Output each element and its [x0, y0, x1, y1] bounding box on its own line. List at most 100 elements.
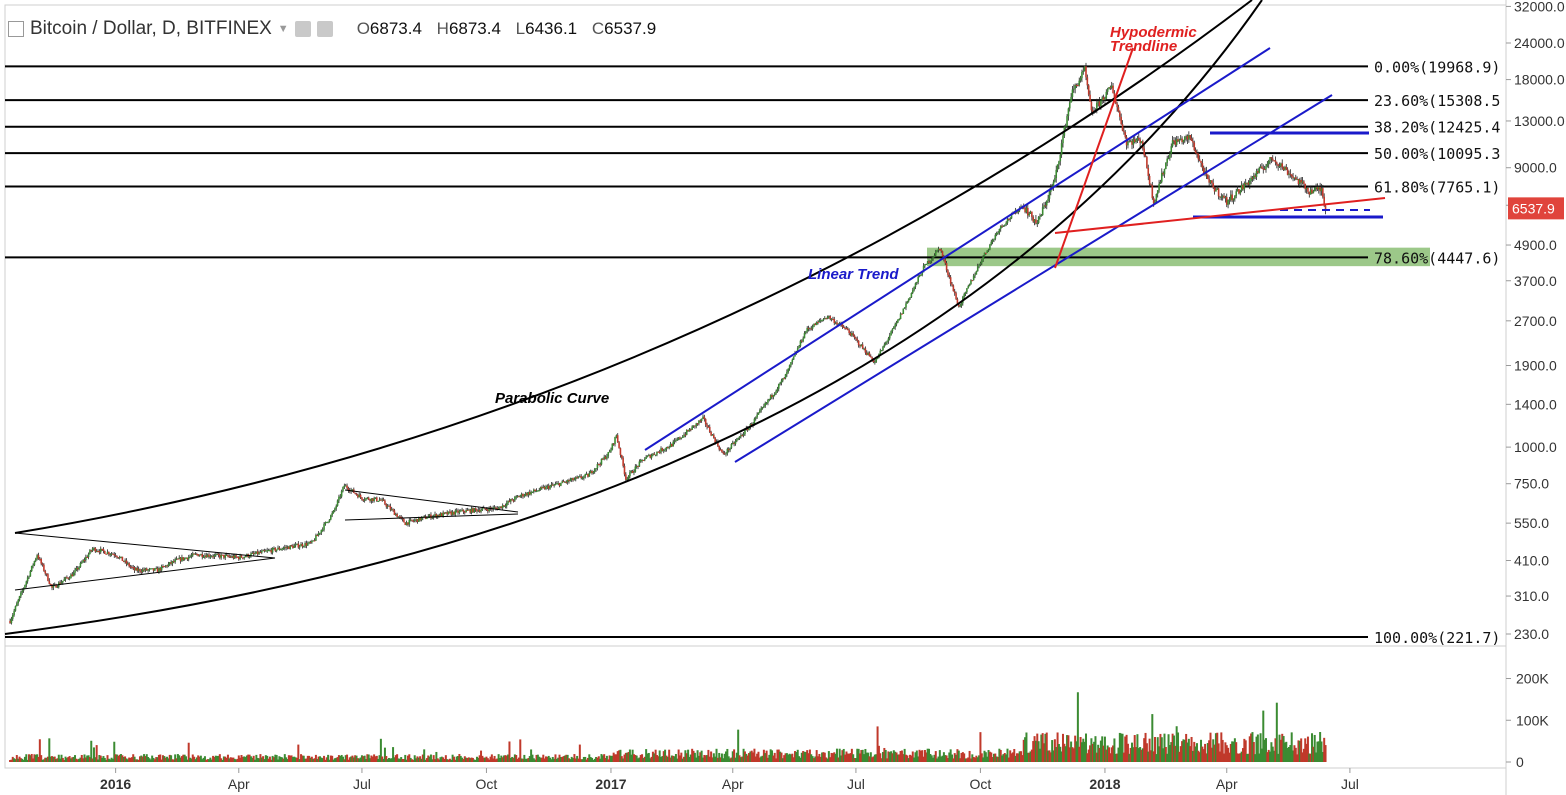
volume-bar — [359, 757, 362, 762]
candle-body — [212, 556, 214, 558]
volume-bar — [324, 759, 327, 762]
fib-label: 61.80%(7765.1) — [1374, 178, 1500, 196]
volume-bar — [631, 749, 634, 762]
candle-body — [608, 451, 611, 453]
volume-bar — [194, 759, 197, 762]
candle-body — [719, 449, 722, 451]
candle-body — [791, 359, 794, 363]
candle-body — [626, 478, 628, 480]
volume-bar — [941, 755, 944, 762]
candle-body — [462, 509, 465, 512]
volume-bar — [750, 750, 753, 762]
candle-body — [209, 556, 212, 558]
volume-bar — [555, 758, 558, 762]
volume-bar — [153, 759, 156, 762]
volume-bar — [739, 757, 742, 762]
volume-bar — [1324, 745, 1327, 762]
candle-body — [910, 292, 913, 298]
expand-icon[interactable] — [8, 21, 24, 37]
candle-body — [419, 517, 421, 521]
candle-body — [833, 319, 836, 324]
chevron-down-icon[interactable]: ▼ — [277, 23, 289, 35]
volume-bar — [144, 756, 147, 762]
volume-bar — [822, 752, 825, 762]
candle-body — [1086, 77, 1089, 86]
candle-body — [905, 303, 907, 308]
volume-bar — [386, 759, 389, 762]
volume-bar — [608, 755, 611, 762]
candle-body — [436, 514, 439, 518]
volume-bar — [757, 751, 760, 762]
eye-icon[interactable] — [294, 21, 311, 37]
volume-bar — [337, 755, 340, 762]
candle-body — [1066, 116, 1068, 127]
candle-body — [367, 497, 370, 500]
candle-body — [1026, 207, 1029, 216]
candle-body — [1039, 215, 1041, 218]
candle-body — [826, 316, 829, 319]
candle-body — [886, 341, 888, 343]
candle-body — [794, 353, 796, 357]
volume-bar — [907, 758, 910, 762]
volume-bar — [174, 754, 177, 762]
volume-bar — [651, 751, 654, 762]
volume-bar — [653, 753, 656, 762]
candle-body — [1073, 88, 1075, 90]
candle-body — [660, 448, 662, 453]
candle-body — [185, 557, 187, 559]
volume-bar — [956, 749, 959, 762]
candle-body — [281, 548, 283, 550]
volume-bar — [199, 755, 202, 762]
volume-bar — [1275, 702, 1278, 762]
volume-bar — [942, 752, 945, 762]
parabolic-curve-upper — [14, 0, 1253, 534]
candle-body — [179, 557, 182, 562]
volume-bar — [60, 754, 63, 762]
candle-body — [1225, 197, 1228, 205]
candle-body — [1192, 141, 1194, 143]
volume-bar — [1320, 741, 1323, 762]
volume-bar — [454, 759, 457, 762]
candle-body — [216, 553, 218, 555]
candle-body — [99, 548, 102, 553]
gear-icon[interactable] — [316, 21, 333, 37]
candle-body — [825, 318, 827, 320]
volume-bar — [788, 753, 791, 762]
candle-body — [562, 481, 565, 483]
candle-body — [1097, 101, 1099, 103]
candle-body — [206, 554, 209, 558]
volume-bar — [850, 748, 853, 762]
candle-body — [565, 481, 568, 483]
candle-body — [255, 551, 258, 554]
volume-bar — [1183, 739, 1186, 762]
candle-body — [250, 553, 252, 557]
candle-body — [989, 244, 991, 250]
candle-body — [47, 574, 49, 581]
candle-body — [334, 508, 336, 511]
volume-bar — [29, 755, 32, 762]
candle-body — [782, 378, 784, 381]
volume-bar — [290, 755, 293, 762]
candle-body — [698, 420, 700, 424]
candle-body — [976, 266, 979, 272]
volume-bar — [327, 754, 330, 762]
volume-bar — [1168, 745, 1171, 762]
candle-body — [1292, 176, 1294, 179]
volume-bar — [440, 756, 443, 762]
candle-body — [1257, 171, 1259, 173]
candle-body — [413, 520, 416, 522]
volume-bar — [76, 759, 79, 762]
volume-bar — [997, 756, 1000, 762]
candle-body — [194, 553, 197, 555]
volume-bar — [864, 748, 867, 762]
volume-bar — [354, 755, 357, 762]
volume-bar — [1164, 747, 1167, 762]
candle-body — [342, 486, 344, 492]
volume-bar — [547, 755, 550, 762]
candle-body — [289, 545, 292, 550]
candle-body — [359, 494, 362, 498]
candle-body — [1179, 138, 1182, 140]
volume-bar — [1148, 738, 1151, 762]
volume-bar — [102, 756, 105, 762]
